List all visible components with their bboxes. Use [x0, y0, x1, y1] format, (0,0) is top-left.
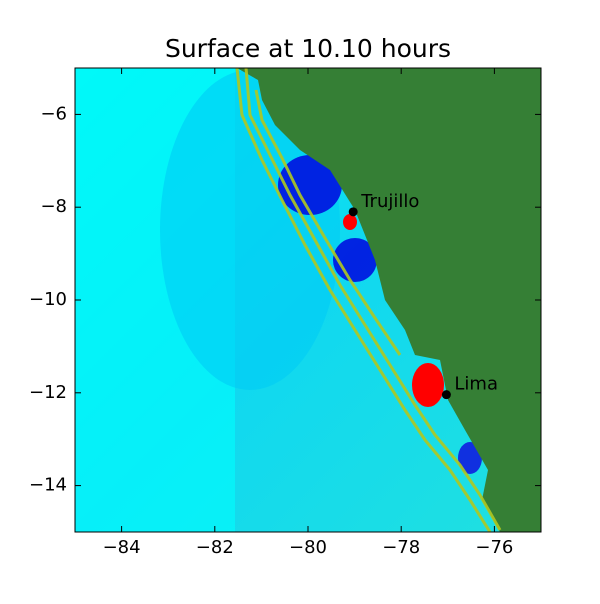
- y-tick-label: −12: [29, 382, 67, 403]
- wave-high: [343, 214, 357, 230]
- wave-high: [412, 363, 444, 407]
- city-label: Trujillo: [360, 191, 419, 212]
- x-tick-label: −76: [475, 537, 513, 558]
- sea-wave: [160, 70, 340, 390]
- x-tick-label: −78: [382, 537, 420, 558]
- city-marker: [441, 390, 451, 400]
- y-tick-label: −6: [40, 103, 67, 124]
- contours: [235, 68, 502, 532]
- x-tick-label: −82: [196, 537, 234, 558]
- city-label: Lima: [454, 374, 498, 395]
- land: [237, 68, 541, 532]
- chart-title: Surface at 10.10 hours: [165, 34, 451, 63]
- y-tick-label: −10: [29, 289, 67, 310]
- city-marker: [348, 207, 358, 217]
- x-tick-label: −84: [103, 537, 141, 558]
- y-tick-label: −14: [29, 475, 67, 496]
- wave-low: [458, 442, 482, 474]
- x-tick-label: −80: [289, 537, 327, 558]
- map-area: [75, 68, 541, 532]
- y-tick-label: −8: [40, 196, 67, 217]
